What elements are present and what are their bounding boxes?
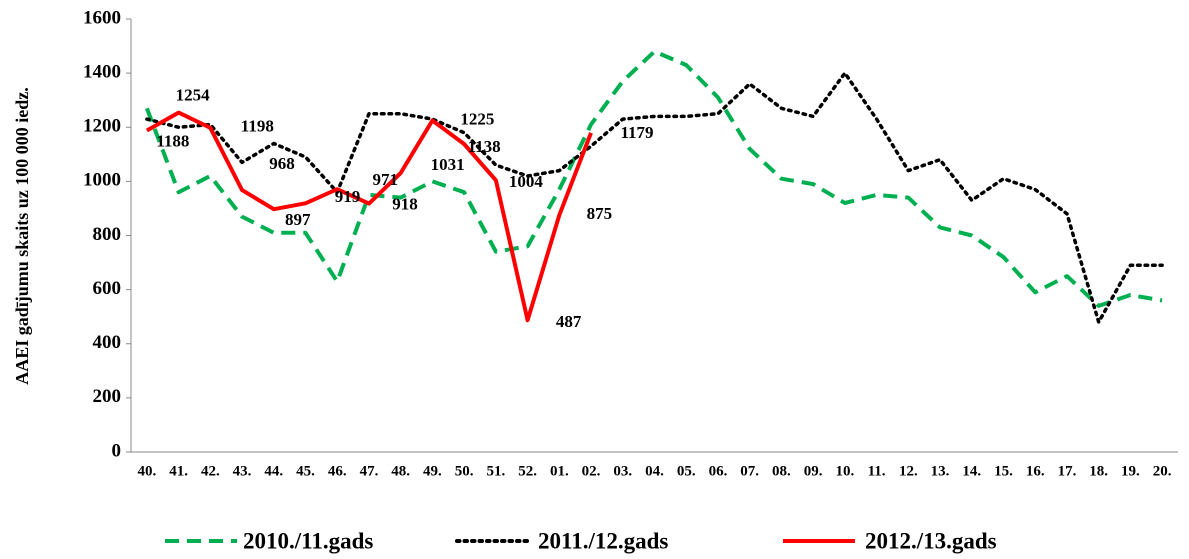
x-tick-label: 46. [328,463,347,479]
data-label: 1138 [468,137,501,156]
legend-label: 2011./12.gads [538,528,668,553]
x-tick-label: 47. [360,463,379,479]
x-tick-label: 49. [423,463,442,479]
x-tick-label: 42. [201,463,220,479]
x-tick-label: 48. [391,463,410,479]
series-line [145,71,1164,324]
x-tick-label: 01. [550,463,569,479]
x-tick-label: 17. [1058,463,1077,479]
y-tick-label: 1200 [83,116,121,137]
y-tick-label: 600 [93,278,122,299]
x-tick-label: 06. [709,463,728,479]
x-tick-label: 09. [804,463,823,479]
x-tick-label: 16. [1026,463,1045,479]
legend-label: 2010./11.gads [243,528,373,553]
data-label: 1225 [460,109,494,128]
data-label: 971 [372,170,398,189]
x-tick-label: 18. [1089,463,1108,479]
y-tick-label: 800 [93,224,122,245]
x-tick-label: 05. [677,463,696,479]
data-label: 1179 [621,123,654,142]
data-label: 918 [392,194,418,213]
x-tick-label: 41. [169,463,188,479]
data-label: 875 [587,204,613,223]
legend-label: 2012./13.gads [865,528,997,553]
x-tick-label: 08. [772,463,791,479]
data-label: 487 [556,312,582,331]
x-tick-label: 45. [296,463,315,479]
y-tick-label: 400 [93,332,122,353]
x-tick-label: 15. [994,463,1013,479]
x-tick-label: 40. [137,463,156,479]
data-label: 1188 [156,131,189,150]
x-tick-label: 51. [486,463,505,479]
y-tick-label: 1400 [83,61,121,82]
y-tick-label: 1000 [83,170,121,191]
x-tick-label: 20. [1153,463,1172,479]
y-tick-label: 0 [112,440,122,461]
y-axis-label: AAEI gadījumu skaits uz 100 000 iedz. [12,87,32,385]
data-label: 1031 [431,155,465,174]
x-tick-label: 12. [899,463,918,479]
y-tick-label: 200 [93,386,122,407]
data-label: 1004 [509,172,544,191]
data-label: 1254 [176,86,211,105]
x-tick-label: 43. [233,463,252,479]
x-tick-label: 50. [455,463,474,479]
data-label: 897 [285,210,311,229]
data-label: 968 [269,154,295,173]
x-tick-label: 13. [931,463,950,479]
x-tick-label: 02. [582,463,601,479]
data-label: 919 [335,187,361,206]
x-tick-label: 04. [645,463,664,479]
x-tick-label: 03. [613,463,632,479]
series-line [145,49,1163,308]
x-tick-label: 11. [868,463,886,479]
x-tick-label: 14. [962,463,981,479]
x-tick-label: 19. [1121,463,1140,479]
y-tick-label: 1600 [83,7,121,28]
series-line [145,110,593,323]
x-tick-label: 52. [518,463,537,479]
x-tick-label: 44. [264,463,283,479]
data-label: 1198 [241,117,274,136]
x-tick-label: 10. [835,463,854,479]
x-tick-label: 07. [740,463,759,479]
